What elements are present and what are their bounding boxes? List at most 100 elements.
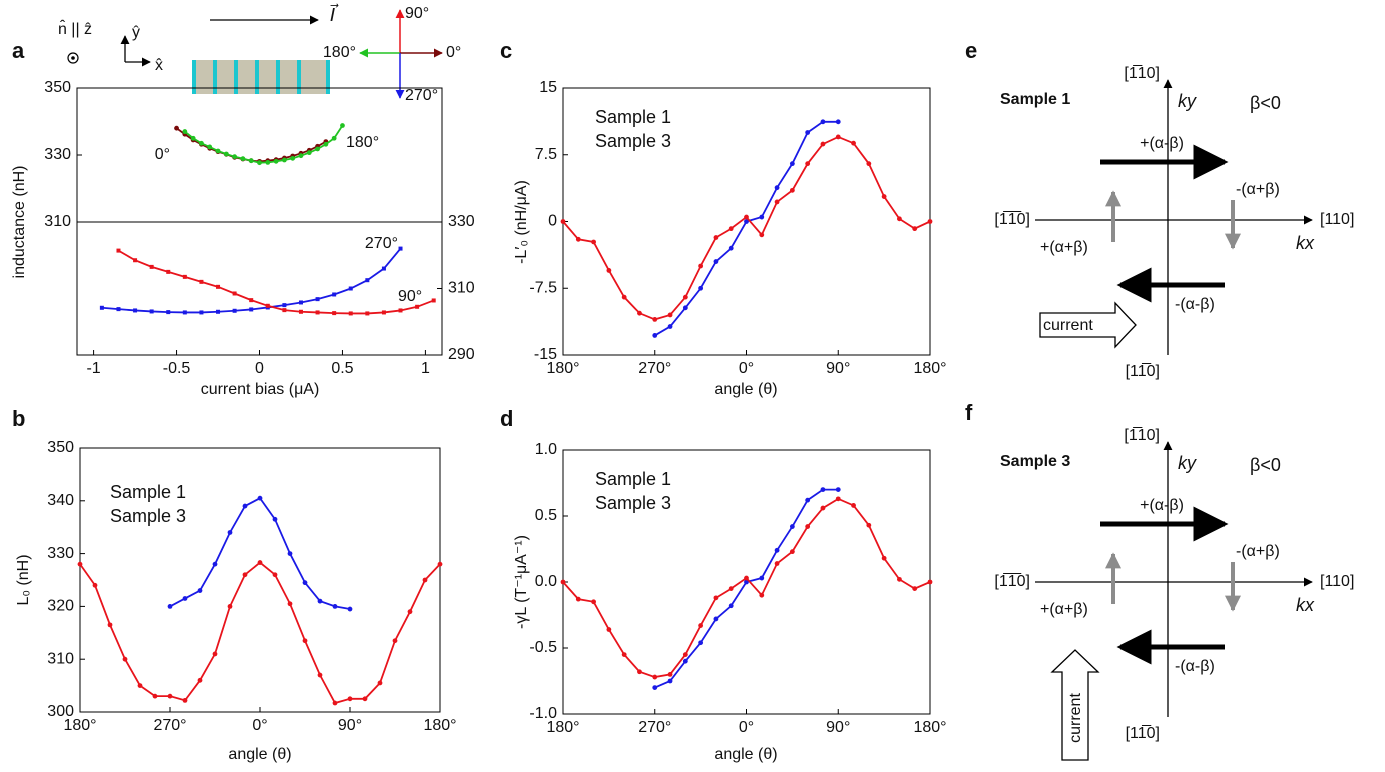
data-point	[415, 304, 420, 309]
y2-tick-label: 290	[448, 346, 475, 363]
y-tick-label: -7.5	[529, 279, 557, 296]
data-point	[240, 156, 246, 162]
direction-label: 270°	[405, 87, 438, 104]
axis-direction: [110]	[1320, 573, 1354, 590]
data-point	[317, 598, 323, 604]
data-point	[302, 580, 308, 586]
y-tick-label: 0.5	[535, 507, 557, 524]
data-point	[759, 214, 765, 220]
data-point	[302, 638, 308, 644]
data-point	[287, 551, 293, 556]
data-point	[182, 697, 188, 703]
data-point	[728, 586, 734, 591]
data-point	[298, 300, 303, 305]
x-axis-title: angle (θ)	[228, 746, 291, 763]
data-point	[560, 219, 566, 224]
series-line	[101, 248, 402, 314]
data-point	[881, 555, 887, 561]
data-point	[652, 674, 658, 680]
data-point	[591, 599, 596, 605]
data-point	[835, 134, 841, 140]
y-tick-label: -15	[534, 346, 557, 363]
data-point	[851, 140, 856, 146]
data-point	[167, 604, 173, 609]
x-tick-label: 180°	[546, 360, 579, 377]
data-point	[682, 658, 688, 664]
y-axis-icon-label: ŷ	[132, 24, 140, 41]
x-tick-label: 180°	[913, 360, 946, 377]
data-point	[713, 235, 719, 240]
data-point	[407, 609, 413, 615]
data-point	[265, 159, 271, 165]
x-tick-label: 270°	[638, 360, 671, 377]
data-point	[728, 245, 734, 251]
data-point	[759, 592, 765, 598]
data-point	[257, 160, 262, 166]
data-point	[215, 148, 221, 154]
current-label: I⃗	[330, 3, 339, 24]
legend-label: Sample 1	[595, 107, 671, 127]
data-point	[667, 312, 673, 318]
data-point	[137, 683, 143, 688]
data-point	[227, 604, 233, 609]
x-tick-label: 0°	[739, 719, 754, 736]
x-axis-title: angle (θ)	[714, 381, 777, 398]
data-point	[637, 310, 642, 316]
current-arrow	[1050, 649, 1100, 761]
axis-direction: [110]	[1320, 211, 1354, 228]
series-line	[169, 496, 351, 610]
data-point	[207, 144, 213, 150]
data-point	[317, 672, 323, 678]
y-tick-label: 320	[47, 598, 74, 615]
x-tick-label: 180°	[546, 719, 579, 736]
series-line	[118, 249, 435, 315]
data-point	[728, 226, 734, 232]
data-point	[365, 278, 370, 283]
legend-label: Sample 1	[595, 469, 671, 489]
data-point	[298, 309, 303, 314]
y-tick-label: 350	[44, 79, 71, 96]
y-tick-label: -1.0	[529, 705, 557, 722]
data-point	[199, 140, 204, 146]
arrow-label: -(α+β)	[1236, 543, 1280, 560]
data-point	[789, 524, 795, 529]
panel-label: f	[965, 400, 973, 425]
data-point	[149, 309, 154, 314]
data-point	[881, 194, 887, 199]
panel-label: a	[12, 38, 25, 63]
data-point	[744, 579, 749, 585]
data-point	[759, 232, 765, 238]
data-point	[713, 259, 719, 264]
data-point	[698, 263, 704, 269]
series-line	[79, 561, 441, 705]
y-axis-title: L₀ (nH)	[15, 554, 32, 605]
data-point	[242, 503, 248, 509]
beta-label: β<0	[1250, 93, 1281, 113]
data-point	[835, 496, 841, 502]
data-point	[774, 561, 780, 566]
data-point	[182, 596, 188, 601]
data-point	[249, 307, 254, 312]
data-point	[166, 310, 171, 315]
data-point	[332, 292, 337, 297]
data-point	[298, 153, 304, 159]
y2-tick-label: 310	[448, 280, 475, 297]
data-point	[805, 524, 811, 529]
data-point	[116, 307, 121, 312]
y-tick-label: 300	[47, 703, 74, 720]
y-tick-label: 1.0	[535, 441, 557, 458]
data-point	[174, 125, 179, 131]
data-point	[315, 146, 320, 152]
data-point	[575, 596, 581, 602]
x-tick-label: 180°	[423, 717, 456, 734]
data-point	[149, 264, 154, 269]
data-point	[575, 236, 581, 242]
y-tick-label: 330	[44, 146, 71, 163]
data-point	[133, 308, 138, 313]
data-point	[152, 693, 158, 699]
data-point	[621, 652, 627, 657]
data-point	[698, 285, 704, 291]
data-point	[682, 305, 688, 311]
data-point	[199, 310, 204, 315]
data-point	[272, 516, 278, 522]
